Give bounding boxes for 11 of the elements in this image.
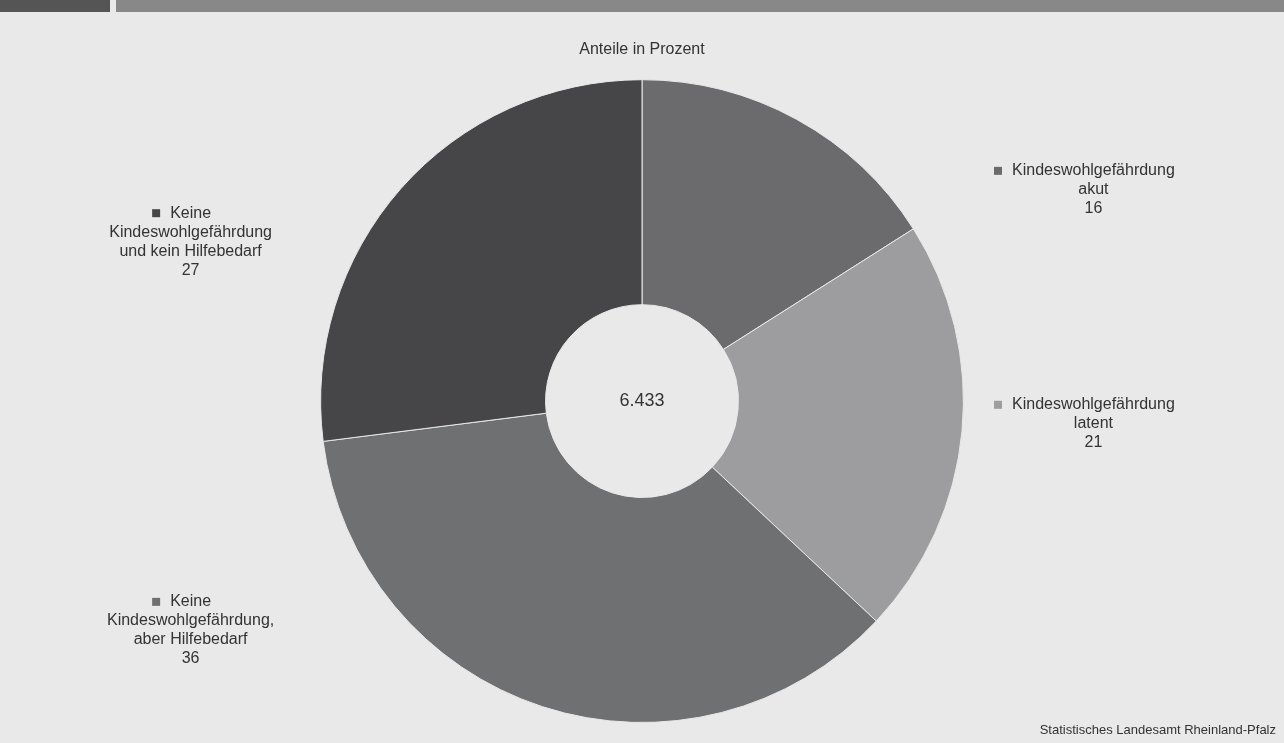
data-label: 36 [181, 649, 200, 667]
legend-label: Kindeswohlgefährdung akut [1012, 161, 1175, 198]
text: Statistisches Landesamt Rheinland-Pfalz [1039, 722, 1276, 738]
text: 6.433 [619, 390, 665, 411]
chart-title: Anteile in Prozent [579, 40, 706, 58]
data-label: 27 [181, 260, 200, 278]
data-label: 16 [1084, 199, 1103, 217]
data-label: 21 [1084, 433, 1103, 451]
legend-label: Kindeswohlgefährdung latent [1012, 395, 1175, 432]
legend-label: Keine Kindeswohlgefährdung, aber Hilfebedarf [106, 592, 275, 648]
legend-label: Keine Kindeswohlgefährdung und kein Hilfebedarf [109, 203, 272, 259]
